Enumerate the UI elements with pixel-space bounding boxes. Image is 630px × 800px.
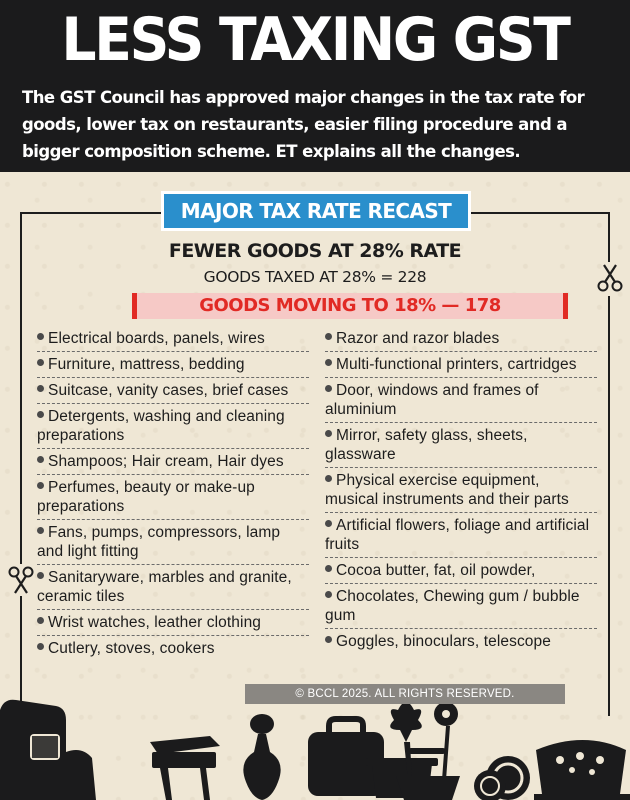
list-item-text: Door, windows and frames of aluminium xyxy=(325,382,539,418)
bullet-icon xyxy=(37,385,44,392)
list-item-text: Chocolates, Chewing gum / bubble gum xyxy=(325,588,580,624)
list-item-text: Sanitaryware, marbles and granite, ceram… xyxy=(37,569,292,605)
bullet-icon xyxy=(37,359,44,366)
scissors-icon xyxy=(597,264,623,292)
bullet-icon xyxy=(325,333,332,340)
subhead-goods-at-28: GOODS TAXED AT 28% = 228 xyxy=(203,268,427,286)
list-item: Shampoos; Hair cream, Hair dyes xyxy=(37,449,309,475)
scissors-icon xyxy=(8,566,34,594)
list-item: Artificial flowers, foliage and artifici… xyxy=(325,513,597,558)
frame-line xyxy=(20,212,22,564)
list-item: Perfumes, beauty or make-up preparations xyxy=(37,475,309,520)
paper-background xyxy=(0,172,630,800)
headline: LESS TAXING GST xyxy=(61,5,571,75)
list-item-text: Physical exercise equipment, musical ins… xyxy=(325,472,569,508)
list-item: Sanitaryware, marbles and granite, ceram… xyxy=(37,565,309,610)
bullet-icon xyxy=(37,482,44,489)
list-item-text: Fans, pumps, compressors, lamp and light… xyxy=(37,524,281,560)
list-item: Fans, pumps, compressors, lamp and light… xyxy=(37,520,309,565)
list-item-text: Electrical boards, panels, wires xyxy=(48,330,265,347)
list-item-text: Cocoa butter, fat, oil powder, xyxy=(336,562,536,579)
bullet-icon xyxy=(37,456,44,463)
bottom-illustration xyxy=(0,699,630,800)
list-item-text: Suitcase, vanity cases, brief cases xyxy=(48,382,289,399)
flower-icon xyxy=(390,702,460,800)
bullet-icon xyxy=(325,591,332,598)
frame-line xyxy=(608,212,610,262)
bullet-icon xyxy=(325,636,332,643)
list-item-text: Goggles, binoculars, telescope xyxy=(336,633,551,650)
plates-icon xyxy=(474,756,530,800)
list-item: Multi-functional printers, cartridges xyxy=(325,352,597,378)
list-item-text: Cutlery, stoves, cookers xyxy=(48,640,215,657)
bullet-icon xyxy=(37,411,44,418)
header: LESS TAXING GST The GST Council has appr… xyxy=(0,0,630,172)
bullet-icon xyxy=(37,333,44,340)
list-item: Chocolates, Chewing gum / bubble gum xyxy=(325,584,597,629)
list-item: Electrical boards, panels, wires xyxy=(37,326,309,352)
intro-text: The GST Council has approved major chang… xyxy=(22,88,585,161)
list-item: Physical exercise equipment, musical ins… xyxy=(325,468,597,513)
list-item-text: Mirror, safety glass, sheets, glassware xyxy=(325,427,528,463)
frame-line xyxy=(470,212,610,214)
suitcase-icon xyxy=(308,716,384,796)
bullet-icon xyxy=(325,565,332,572)
section-badge-label: MAJOR TAX RATE RECAST xyxy=(164,194,468,228)
bullet-icon xyxy=(37,572,44,579)
frame-line xyxy=(20,212,162,214)
list-item: Cutlery, stoves, cookers xyxy=(37,636,309,661)
cookware-icon xyxy=(534,740,630,800)
list-item: Furniture, mattress, bedding xyxy=(37,352,309,378)
section-badge: MAJOR TAX RATE RECAST xyxy=(161,191,471,231)
list-item: Suitcase, vanity cases, brief cases xyxy=(37,378,309,404)
list-item-text: Detergents, washing and cleaning prepara… xyxy=(37,408,285,444)
list-item: Razor and razor blades xyxy=(325,326,597,352)
list-item: Goggles, binoculars, telescope xyxy=(325,629,597,654)
list-item: Detergents, washing and cleaning prepara… xyxy=(37,404,309,449)
left-goods-list: Electrical boards, panels, wires Furnitu… xyxy=(37,326,309,661)
bullet-icon xyxy=(325,475,332,482)
frame-line xyxy=(608,296,610,716)
subhead-fewer-goods: FEWER GOODS AT 28% RATE xyxy=(168,240,462,262)
moving-to-18-banner: GOODS MOVING TO 18% — 178 xyxy=(132,293,568,319)
list-item: Door, windows and frames of aluminium xyxy=(325,378,597,423)
frame-line xyxy=(20,596,22,716)
list-item-text: Furniture, mattress, bedding xyxy=(48,356,245,373)
list-item: Wrist watches, leather clothing xyxy=(37,610,309,636)
bullet-icon xyxy=(325,359,332,366)
bullet-icon xyxy=(325,520,332,527)
bullet-icon xyxy=(325,385,332,392)
list-item-text: Perfumes, beauty or make-up preparations xyxy=(37,479,255,515)
armchair-icon xyxy=(0,699,96,800)
copyright-notice: © BCCL 2025. ALL RIGHTS RESERVED. xyxy=(245,684,565,704)
list-item-text: Wrist watches, leather clothing xyxy=(48,614,262,631)
list-item-text: Razor and razor blades xyxy=(336,330,500,347)
list-item-text: Shampoos; Hair cream, Hair dyes xyxy=(48,453,284,470)
list-item-text: Artificial flowers, foliage and artifici… xyxy=(325,517,590,553)
stove-icon xyxy=(150,736,220,800)
bullet-icon xyxy=(37,527,44,534)
vase-icon xyxy=(243,714,281,800)
bullet-icon xyxy=(37,643,44,650)
list-item: Mirror, safety glass, sheets, glassware xyxy=(325,423,597,468)
list-item: Cocoa butter, fat, oil powder, xyxy=(325,558,597,584)
list-item-text: Multi-functional printers, cartridges xyxy=(336,356,577,373)
bullet-icon xyxy=(325,430,332,437)
bullet-icon xyxy=(37,617,44,624)
right-goods-list: Razor and razor blades Multi-functional … xyxy=(325,326,597,654)
